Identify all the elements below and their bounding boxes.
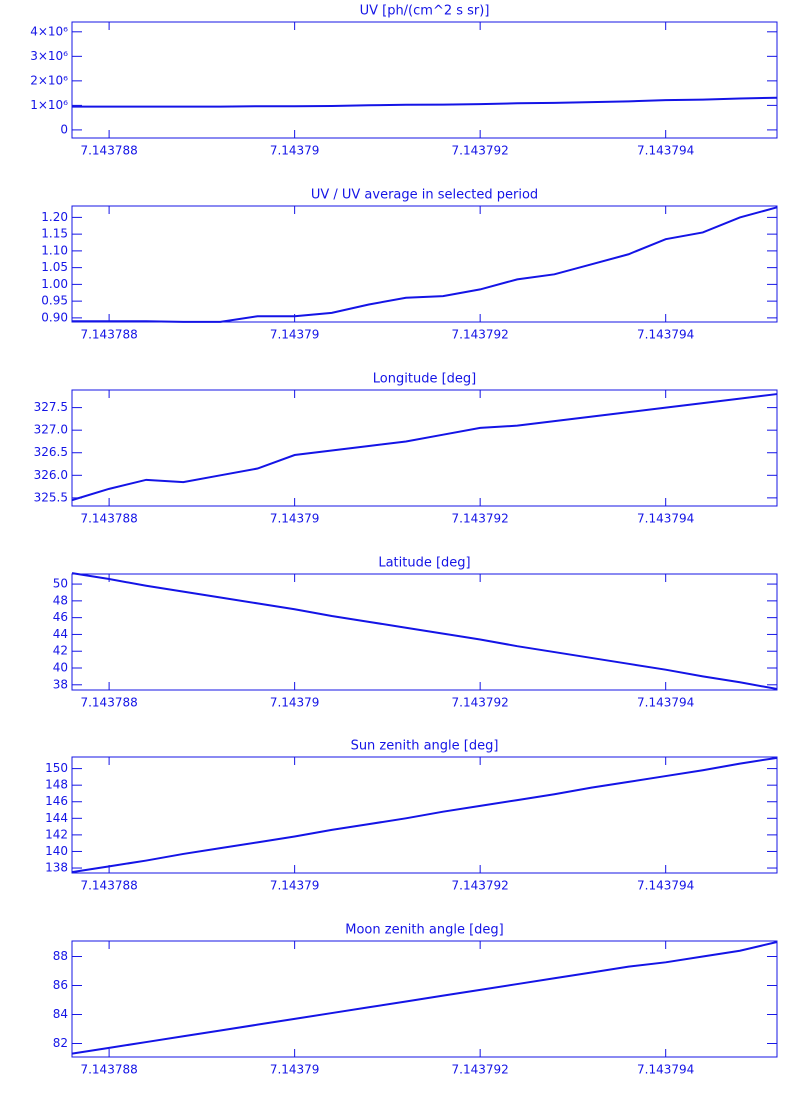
x-tick-label: 7.143794 xyxy=(637,1063,694,1077)
x-tick-label: 7.14379 xyxy=(270,696,320,710)
data-line xyxy=(71,941,778,1055)
data-line xyxy=(72,206,778,323)
x-tick-label: 7.143794 xyxy=(637,512,694,526)
y-tick-label: 86 xyxy=(53,978,68,992)
x-tick-label: 7.143792 xyxy=(452,696,509,710)
plot-frame xyxy=(71,573,778,691)
chart-title: UV / UV average in selected period xyxy=(311,188,538,203)
x-tick-label: 7.143792 xyxy=(452,512,509,526)
y-tick-label: 1×10⁶ xyxy=(30,98,68,112)
y-tick-label: 4×10⁶ xyxy=(30,24,68,38)
x-tick-label: 7.143788 xyxy=(80,1063,137,1077)
y-tick-label: 326.5 xyxy=(34,445,68,459)
chart-title: Latitude [deg] xyxy=(378,556,470,571)
y-tick-label: 1.05 xyxy=(41,260,68,274)
x-tick-label: 7.14379 xyxy=(270,328,320,342)
y-tick-label: 1.10 xyxy=(41,243,68,257)
y-tick-label: 50 xyxy=(53,577,68,591)
x-tick-label: 7.143792 xyxy=(452,1063,509,1077)
x-tick-label: 7.14379 xyxy=(270,512,320,526)
x-tick-label: 7.143794 xyxy=(637,328,694,342)
y-tick-label: 2×10⁶ xyxy=(30,73,68,87)
plot-frame xyxy=(71,205,778,323)
y-tick-label: 1.15 xyxy=(41,227,68,241)
x-tick-label: 7.14379 xyxy=(270,879,320,893)
plot-frame xyxy=(71,389,778,507)
y-tick-label: 140 xyxy=(45,844,68,858)
y-tick-label: 38 xyxy=(53,677,68,691)
chart-title: Sun zenith angle [deg] xyxy=(351,739,499,754)
x-tick-label: 7.143792 xyxy=(452,328,509,342)
y-tick-label: 138 xyxy=(45,861,68,875)
y-tick-label: 142 xyxy=(45,827,68,841)
chart-title: Moon zenith angle [deg] xyxy=(345,923,503,938)
y-tick-label: 0.95 xyxy=(41,294,68,308)
data-line xyxy=(71,572,778,690)
y-tick-label: 42 xyxy=(53,644,68,658)
chart-title: Longitude [deg] xyxy=(373,372,476,387)
y-tick-label: 1.20 xyxy=(41,210,68,224)
y-tick-label: 326.0 xyxy=(34,468,68,482)
y-tick-label: 327.5 xyxy=(34,400,68,414)
y-tick-label: 3×10⁶ xyxy=(30,49,68,63)
x-tick-label: 7.143788 xyxy=(80,512,137,526)
y-tick-label: 48 xyxy=(53,593,68,607)
x-tick-label: 7.143788 xyxy=(80,879,137,893)
x-tick-label: 7.143788 xyxy=(80,328,137,342)
y-tick-label: 84 xyxy=(53,1007,68,1021)
y-tick-label: 144 xyxy=(45,811,68,825)
data-line xyxy=(71,756,778,874)
y-tick-label: 1.00 xyxy=(41,277,68,291)
x-tick-label: 7.14379 xyxy=(270,144,320,158)
y-tick-label: 146 xyxy=(45,794,68,808)
y-tick-label: 150 xyxy=(45,761,68,775)
x-tick-label: 7.143788 xyxy=(80,144,137,158)
y-tick-label: 82 xyxy=(53,1036,68,1050)
y-tick-label: 0 xyxy=(60,122,68,136)
x-tick-label: 7.143794 xyxy=(637,144,694,158)
chart-title: UV [ph/(cm^2 s sr)] xyxy=(360,4,490,19)
x-tick-label: 7.14379 xyxy=(270,1063,320,1077)
plot-frame xyxy=(71,940,778,1058)
x-tick-label: 7.143792 xyxy=(452,879,509,893)
y-tick-label: 40 xyxy=(53,661,68,675)
y-tick-label: 327.0 xyxy=(34,423,68,437)
y-tick-label: 44 xyxy=(53,627,68,641)
y-tick-label: 46 xyxy=(53,610,68,624)
y-tick-label: 148 xyxy=(45,778,68,792)
x-tick-label: 7.143792 xyxy=(452,144,509,158)
data-line xyxy=(71,393,778,502)
x-tick-label: 7.143788 xyxy=(80,696,137,710)
plot-frame xyxy=(71,756,778,874)
x-tick-label: 7.143794 xyxy=(637,696,694,710)
y-tick-label: 325.5 xyxy=(34,490,68,504)
data-line xyxy=(72,96,778,108)
y-tick-label: 88 xyxy=(53,949,68,963)
y-tick-label: 0.90 xyxy=(41,310,68,324)
plot-frame xyxy=(71,21,778,139)
x-tick-label: 7.143794 xyxy=(637,879,694,893)
